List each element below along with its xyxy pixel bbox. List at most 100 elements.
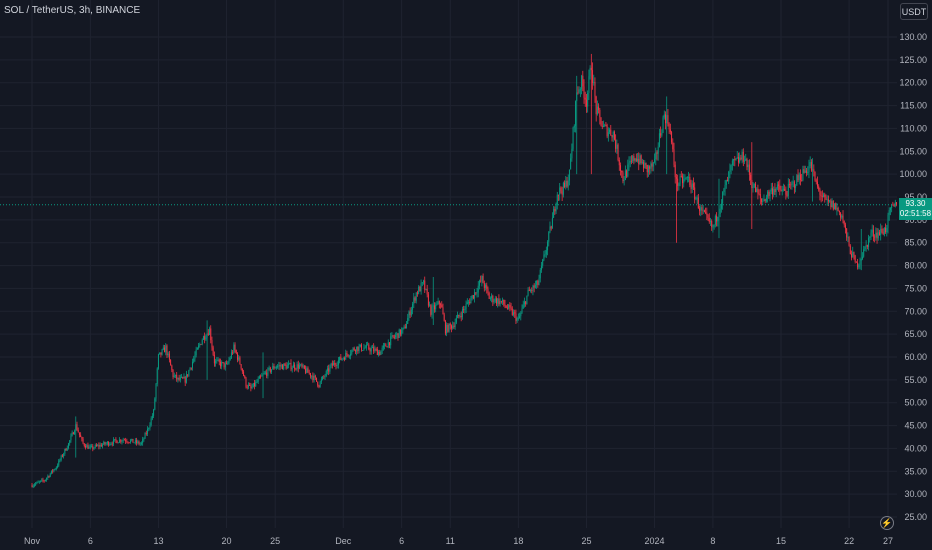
candle-body bbox=[565, 180, 567, 187]
candle bbox=[93, 447, 95, 450]
candle bbox=[82, 436, 84, 445]
candle-body bbox=[330, 363, 332, 367]
candle-body bbox=[212, 347, 214, 355]
candle bbox=[207, 329, 209, 336]
candle-body bbox=[503, 299, 505, 305]
lightning-icon[interactable]: ⚡ bbox=[880, 516, 894, 530]
candle bbox=[747, 160, 749, 173]
candle-body bbox=[286, 365, 288, 369]
candle-body bbox=[751, 179, 753, 189]
candle-body bbox=[865, 244, 867, 247]
currency-button[interactable]: USDT bbox=[900, 3, 928, 20]
candle bbox=[75, 416, 77, 458]
candle-body bbox=[618, 160, 620, 166]
candle-body bbox=[396, 333, 398, 336]
candle-body bbox=[744, 160, 746, 162]
candle-body bbox=[337, 360, 339, 366]
candle-body bbox=[392, 335, 394, 337]
candle-body bbox=[240, 364, 242, 369]
candle bbox=[418, 285, 420, 295]
candle-body bbox=[414, 297, 416, 301]
candle-body bbox=[128, 442, 130, 444]
candle bbox=[737, 152, 739, 167]
candle bbox=[426, 284, 428, 298]
candle-body bbox=[122, 439, 124, 441]
y-tick-label: 70.00 bbox=[904, 306, 927, 316]
candle bbox=[705, 207, 707, 215]
candle-body bbox=[491, 295, 493, 299]
candle bbox=[78, 432, 80, 438]
candle bbox=[834, 203, 835, 210]
candle bbox=[754, 181, 756, 193]
candle-body bbox=[596, 106, 598, 115]
candle bbox=[303, 365, 305, 370]
candle bbox=[57, 463, 59, 469]
candle bbox=[554, 206, 556, 215]
candle-body bbox=[200, 344, 202, 345]
candle-body bbox=[629, 160, 631, 163]
candle-body bbox=[513, 312, 514, 315]
candle bbox=[224, 361, 226, 371]
candle-body bbox=[807, 172, 809, 173]
candle bbox=[538, 274, 540, 286]
candle bbox=[167, 351, 169, 358]
candle bbox=[284, 362, 286, 367]
candle-body bbox=[827, 199, 829, 202]
candle-body bbox=[657, 146, 659, 154]
candle-body bbox=[384, 344, 386, 346]
candle-body bbox=[425, 288, 427, 290]
candle-body bbox=[274, 367, 276, 369]
y-tick-label: 25.00 bbox=[904, 512, 927, 522]
candle bbox=[663, 110, 665, 120]
candle-body bbox=[475, 292, 477, 294]
candle bbox=[260, 374, 262, 379]
candle-body bbox=[727, 179, 728, 182]
candle-body bbox=[219, 361, 221, 367]
candle bbox=[514, 309, 516, 318]
candle bbox=[393, 334, 395, 340]
candle-body bbox=[606, 125, 608, 137]
candle bbox=[550, 225, 552, 231]
candle-body bbox=[379, 351, 381, 355]
candle bbox=[326, 365, 328, 375]
candle-body bbox=[213, 354, 215, 364]
candle-body bbox=[251, 387, 253, 389]
candle bbox=[729, 163, 731, 179]
candle-body bbox=[775, 188, 777, 193]
candle bbox=[849, 244, 851, 255]
candle-body bbox=[824, 194, 826, 198]
candle-body bbox=[380, 350, 382, 355]
symbol-label[interactable]: SOL / TetherUS, 3h, BINANCE bbox=[4, 5, 141, 16]
x-tick-label: 8 bbox=[710, 536, 715, 546]
candle bbox=[474, 289, 476, 303]
candle-body bbox=[140, 443, 142, 444]
candle-body bbox=[612, 131, 614, 138]
candle bbox=[771, 182, 773, 200]
candle bbox=[855, 261, 857, 263]
candle bbox=[325, 369, 327, 378]
candle bbox=[397, 333, 399, 341]
candle bbox=[812, 158, 814, 202]
candle bbox=[847, 232, 849, 243]
candle-body bbox=[534, 284, 536, 288]
candle bbox=[863, 245, 865, 258]
candle-body bbox=[297, 364, 299, 369]
candle bbox=[854, 254, 856, 264]
candle bbox=[770, 182, 772, 195]
candle bbox=[235, 349, 237, 355]
candle-body bbox=[505, 306, 507, 308]
candle bbox=[533, 283, 535, 293]
candle-body bbox=[882, 232, 884, 235]
candle bbox=[258, 375, 260, 379]
candle bbox=[708, 213, 710, 224]
candle-body bbox=[506, 307, 508, 309]
candle bbox=[894, 199, 896, 208]
candle-body bbox=[699, 208, 701, 211]
candle-body bbox=[761, 198, 763, 202]
candle bbox=[176, 371, 178, 382]
candle-body bbox=[340, 356, 342, 360]
candle bbox=[154, 397, 156, 411]
candle bbox=[757, 184, 759, 200]
